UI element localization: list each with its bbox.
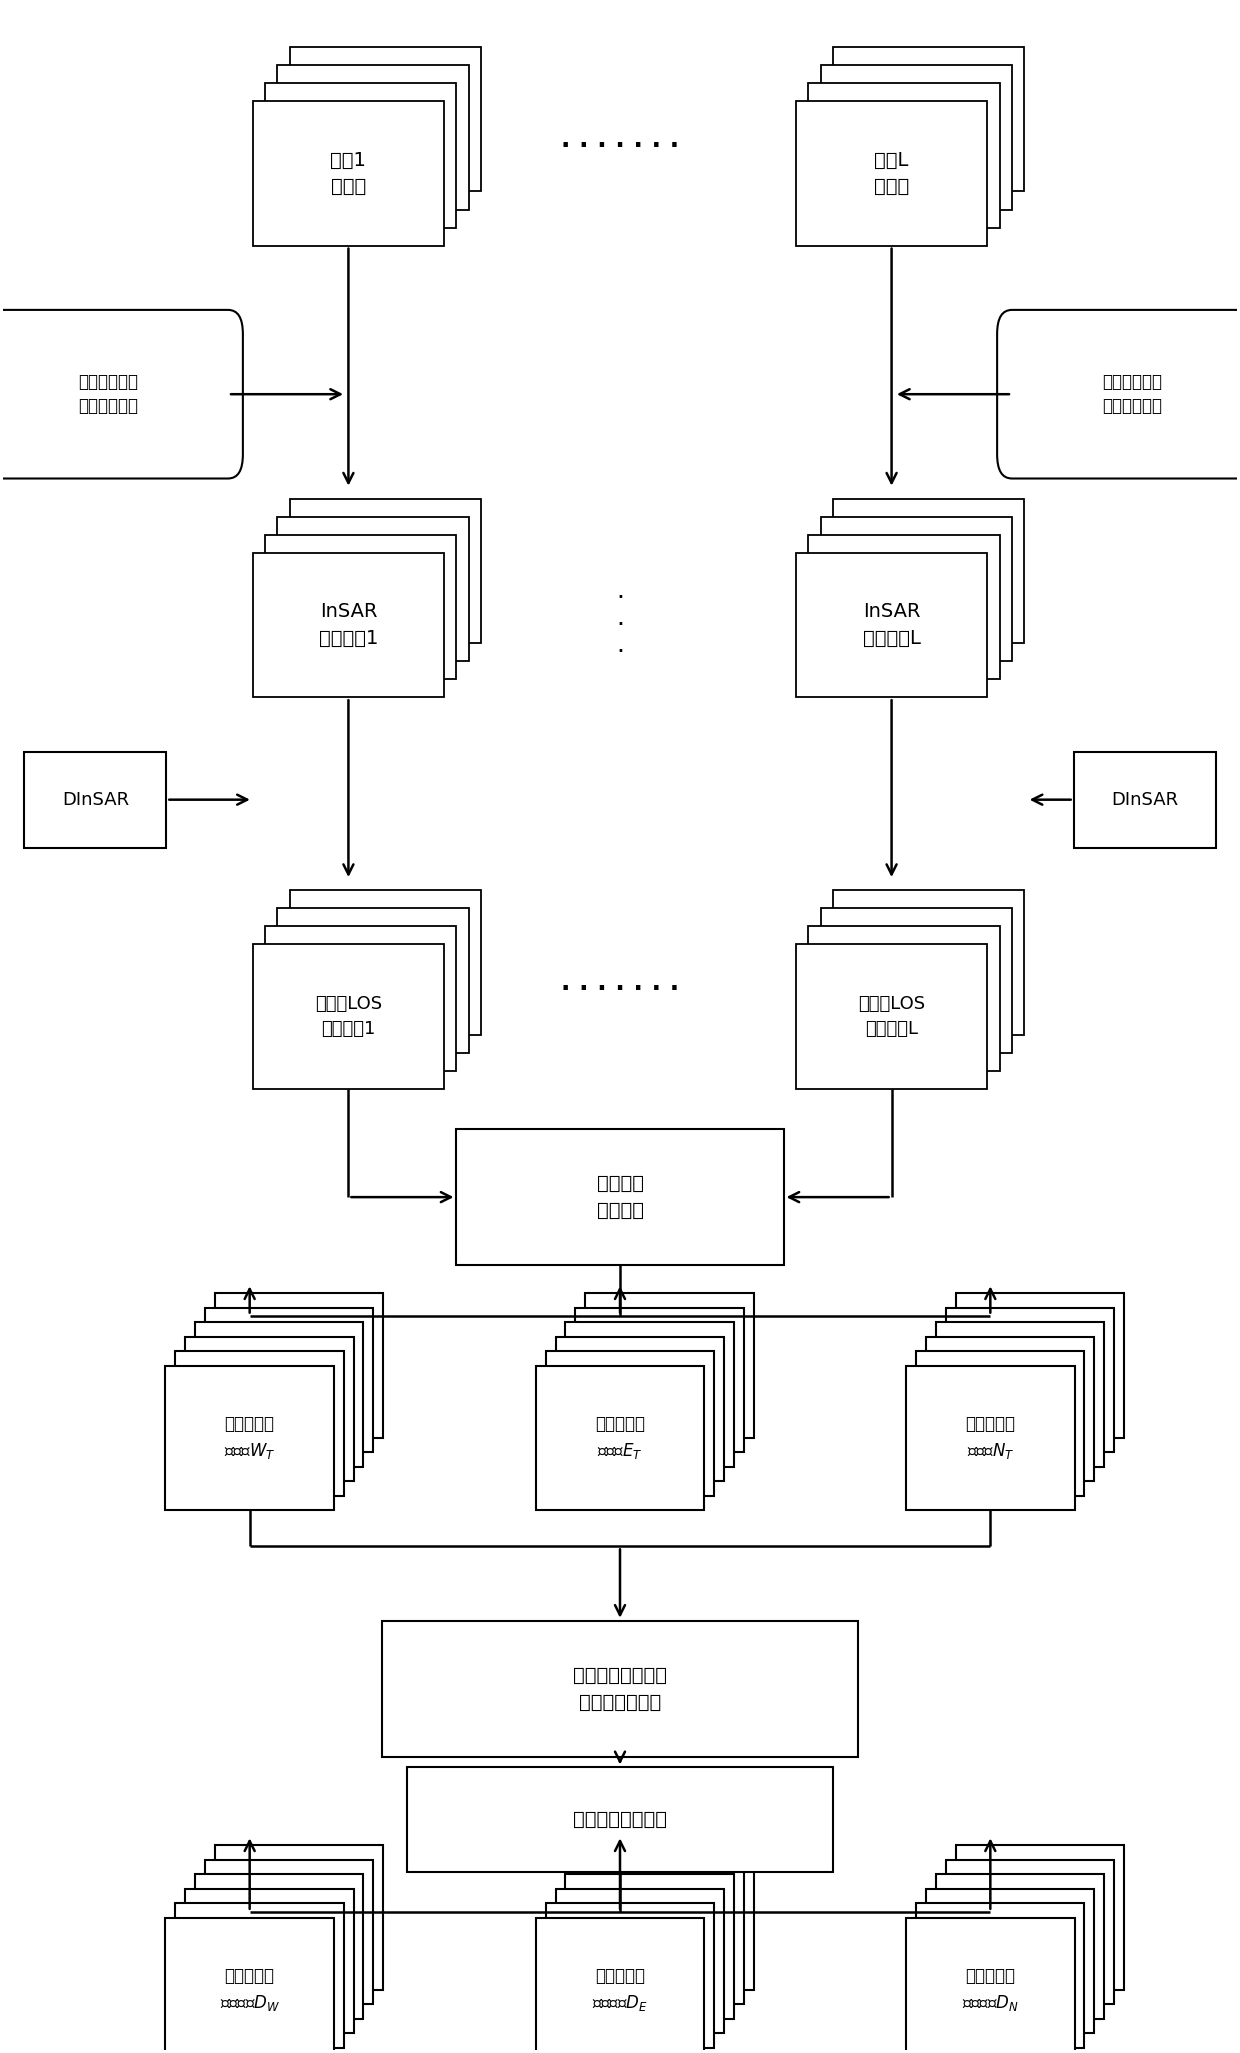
Bar [556,1337,724,1482]
Bar [796,101,987,246]
Bar [936,1874,1104,2018]
Bar [926,1889,1094,2032]
Text: 时序东西向
形变序列$D_E$: 时序东西向 形变序列$D_E$ [593,1967,647,2012]
Bar [946,1860,1114,2004]
Bar [956,1293,1123,1437]
Text: DInSAR: DInSAR [1111,790,1178,809]
Bar [265,82,456,228]
Text: 数据集特征和
矿区形变量级: 数据集特征和 矿区形变量级 [78,374,138,415]
Text: 时序南北向
形变序列$D_N$: 时序南北向 形变序列$D_N$ [962,1967,1019,2012]
Bar [585,1846,754,1989]
Bar [175,1903,343,2047]
Text: 轨道L
数据集: 轨道L 数据集 [874,150,909,197]
Bar [821,517,1012,661]
Bar [808,82,999,228]
Text: 多时相LOS
向形变集L: 多时相LOS 向形变集L [858,996,925,1039]
Bar [290,499,481,643]
Text: 多时相垂直
向形变$W_T$: 多时相垂直 向形变$W_T$ [224,1415,275,1462]
Bar [565,1874,734,2018]
Bar [290,47,481,191]
Bar [290,891,481,1035]
Bar [575,1308,744,1451]
Bar [808,534,999,680]
Text: 开采沉陷
先验模型: 开采沉陷 先验模型 [596,1174,644,1219]
FancyBboxPatch shape [0,310,243,478]
Bar [946,1308,1114,1451]
Bar [195,1322,363,1468]
Bar [536,1918,704,2053]
Bar [565,1322,734,1468]
Text: InSAR
干涉对集L: InSAR 干涉对集L [863,602,920,649]
Text: ·: · [616,585,624,610]
Text: 时序垂直向
形变序列$D_W$: 时序垂直向 形变序列$D_W$ [219,1967,280,2012]
Bar [278,907,469,1053]
Text: 多时相LOS
向形变集1: 多时相LOS 向形变集1 [315,996,382,1039]
Bar [382,1620,858,1757]
Bar [175,1351,343,1497]
Bar [1074,751,1215,848]
Bar [833,891,1024,1035]
Bar [536,1365,704,1511]
Text: 多时相东西
向形变$E_T$: 多时相东西 向形变$E_T$ [595,1415,645,1462]
Bar [185,1889,353,2032]
Text: ·: · [616,641,624,663]
Bar [205,1860,373,2004]
Text: · · · · · · ·: · · · · · · · [560,977,680,1002]
Text: ·: · [616,614,624,636]
Bar [936,1322,1104,1468]
Text: InSAR
干涉对集1: InSAR 干涉对集1 [319,602,378,649]
Bar [575,1860,744,2004]
Bar [185,1337,353,1482]
Bar [253,552,444,698]
Bar [956,1846,1123,1989]
Bar [796,552,987,698]
Bar [278,66,469,209]
Bar [253,101,444,246]
Bar [278,517,469,661]
Bar [253,944,444,1088]
Text: 形变速率与多时相
形变观测值建模: 形变速率与多时相 形变观测值建模 [573,1667,667,1712]
Bar [407,1768,833,1872]
Bar [906,1365,1075,1511]
Text: · · · · · · ·: · · · · · · · [560,133,680,158]
Text: 多时相南北
向形变$N_T$: 多时相南北 向形变$N_T$ [965,1415,1016,1462]
Bar [556,1889,724,2032]
Bar [926,1337,1094,1482]
Bar [25,751,166,848]
Bar [165,1365,334,1511]
Bar [833,499,1024,643]
Bar [546,1903,714,2047]
Bar [821,66,1012,209]
Text: 数据集特征和
矿区形变量级: 数据集特征和 矿区形变量级 [1102,374,1162,415]
Bar [215,1293,383,1437]
Bar [906,1918,1075,2053]
Bar [265,926,456,1072]
Bar [456,1129,784,1265]
Bar [808,926,999,1072]
Bar [265,534,456,680]
Text: 广义最小二乘算法: 广义最小二乘算法 [573,1811,667,1829]
Bar [165,1918,334,2053]
Text: DInSAR: DInSAR [62,790,129,809]
Bar [585,1293,754,1437]
Bar [195,1874,363,2018]
Bar [916,1903,1085,2047]
Bar [215,1846,383,1989]
Bar [796,944,987,1088]
Text: 轨道1
数据集: 轨道1 数据集 [331,150,366,197]
Bar [833,47,1024,191]
Bar [546,1351,714,1497]
Bar [205,1308,373,1451]
Bar [821,907,1012,1053]
Bar [916,1351,1085,1497]
FancyBboxPatch shape [997,310,1240,478]
